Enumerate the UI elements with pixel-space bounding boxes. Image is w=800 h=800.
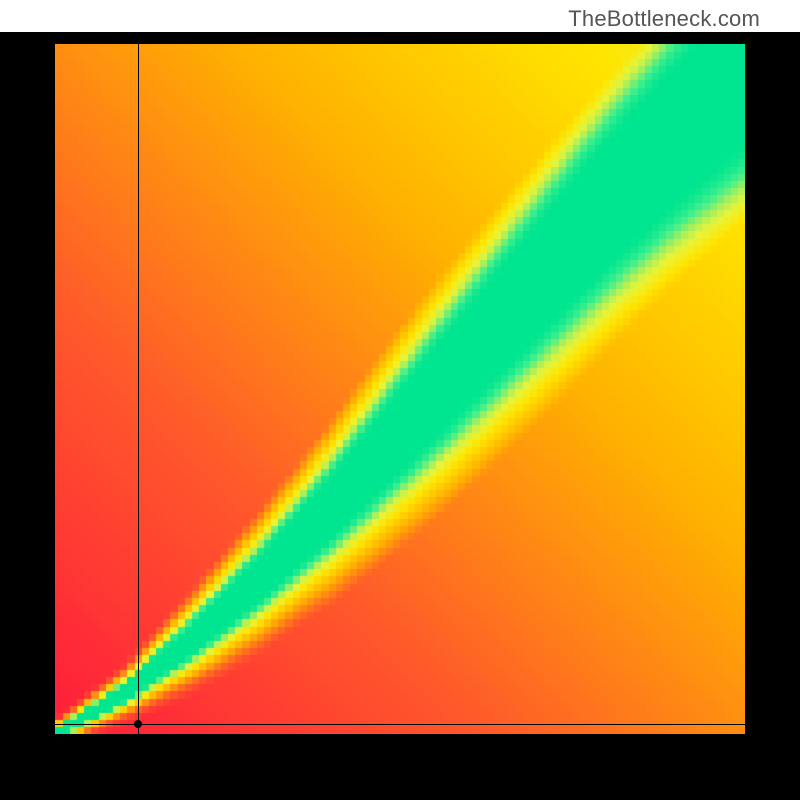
heatmap-canvas	[55, 44, 745, 734]
plot-outer-frame	[0, 32, 800, 800]
plot-area	[55, 44, 745, 734]
watermark-text: TheBottleneck.com	[568, 6, 760, 32]
